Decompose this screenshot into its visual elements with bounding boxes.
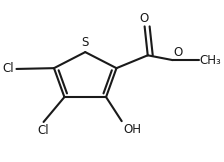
Text: O: O (174, 46, 183, 59)
Text: CH₃: CH₃ (200, 54, 222, 67)
Text: S: S (82, 36, 89, 49)
Text: O: O (139, 12, 149, 25)
Text: Cl: Cl (3, 63, 14, 75)
Text: OH: OH (124, 123, 142, 136)
Text: Cl: Cl (38, 124, 49, 137)
